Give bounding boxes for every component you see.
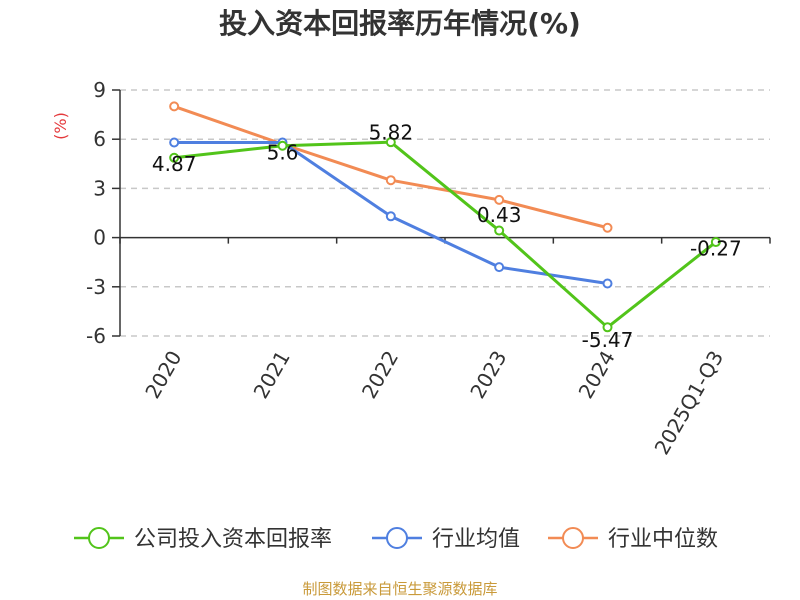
series-point: [385, 137, 396, 148]
x-tick-label: 2022: [357, 347, 403, 403]
data-label: -0.27: [690, 237, 742, 261]
series-point: [494, 194, 505, 205]
series-point: [169, 137, 180, 148]
series-point: [494, 262, 505, 273]
series-line: [174, 140, 717, 329]
series-point: [602, 322, 613, 333]
y-tick-label: -6: [86, 324, 106, 348]
y-tick-label: 9: [93, 78, 106, 102]
legend-marker: [562, 527, 584, 549]
y-tick-label: 0: [93, 226, 106, 250]
series-point: [169, 101, 180, 112]
series-point: [277, 140, 288, 151]
series-point: [602, 278, 613, 289]
data-label: 5.6: [267, 140, 299, 164]
series-point: [385, 211, 396, 222]
y-tick-labels: 9 6 3 0 -3 -6: [86, 78, 106, 348]
legend-marker: [386, 527, 408, 549]
data-label: -5.47: [582, 328, 634, 352]
x-tick-labels: 2020 2021 2022 2023 2024 2025Q1-Q3: [140, 347, 728, 459]
legend-marker: [88, 527, 110, 549]
series-point: [169, 152, 180, 163]
series-point: [602, 222, 613, 233]
x-tick-label: 2021: [249, 347, 295, 403]
y-tick-label: -3: [86, 275, 106, 299]
x-tick-label: 2024: [574, 347, 620, 403]
series-point: [385, 175, 396, 186]
y-tick-label: 3: [93, 176, 106, 200]
grid-lines: [120, 89, 770, 337]
axes: [112, 89, 771, 337]
data-label: 0.43: [477, 203, 522, 227]
data-label: 4.87: [152, 152, 197, 176]
source-note: 制图数据来自恒生聚源数据库: [302, 580, 497, 598]
data-labels: 4.87 5.6 5.82 0.43 -5.47 -0.27: [152, 121, 742, 352]
chart-title: 投入资本回报率历年情况(%): [219, 7, 581, 40]
data-label: 5.82: [369, 121, 414, 145]
y-tick-label: 6: [93, 127, 106, 151]
x-tick-label: 2025Q1-Q3: [649, 347, 728, 459]
series-point: [494, 225, 505, 236]
legend-label: 行业中位数: [608, 527, 718, 552]
legend: 公司投入资本回报率 行业均值 行业中位数: [74, 527, 718, 552]
x-tick-label: 2020: [140, 347, 186, 403]
y-axis-unit: (%): [51, 112, 70, 140]
series-point: [710, 237, 721, 248]
legend-label: 公司投入资本回报率: [134, 527, 332, 552]
x-tick-label: 2023: [465, 347, 511, 403]
legend-label: 行业均值: [432, 527, 520, 552]
series-lines: [169, 101, 721, 333]
